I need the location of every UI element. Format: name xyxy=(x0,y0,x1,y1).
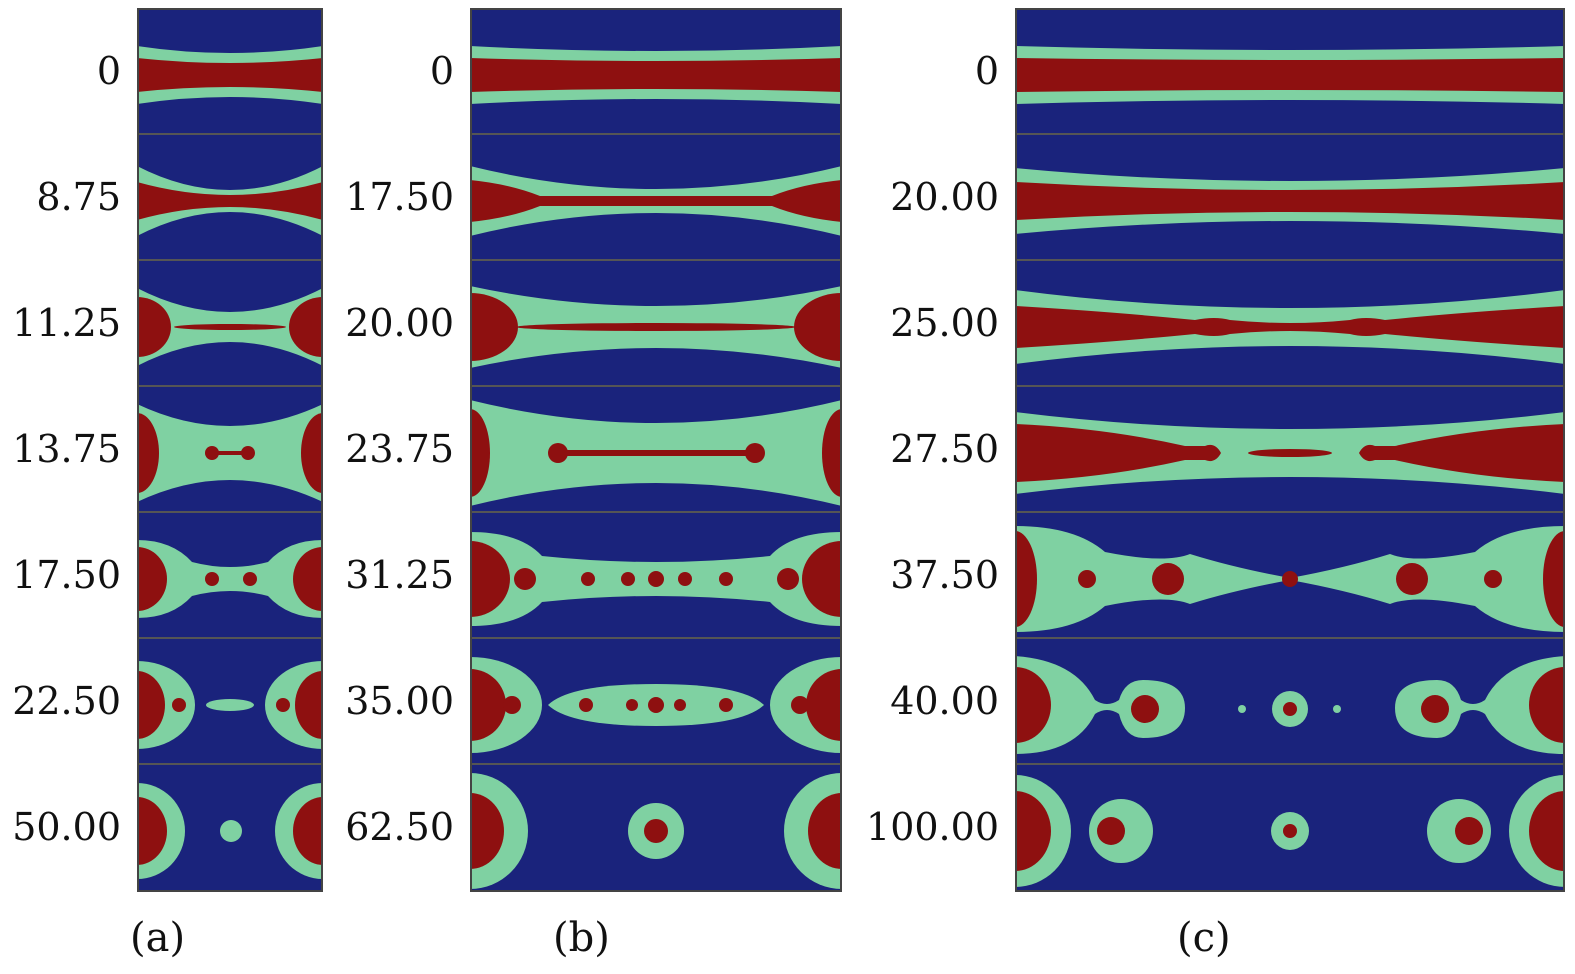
frame-a-2 xyxy=(137,288,323,366)
time-label-b-3: 23.75 xyxy=(345,427,454,471)
time-label-a-3: 13.75 xyxy=(12,427,121,471)
time-label-a-2: 11.25 xyxy=(12,301,121,345)
frame-b-0 xyxy=(470,46,842,104)
frame-a-0 xyxy=(137,46,323,104)
panel-c xyxy=(1015,8,1565,892)
frame-c-2 xyxy=(1015,290,1565,364)
frame-c-0 xyxy=(1015,46,1565,104)
panel-label-c: (c) xyxy=(1177,915,1231,961)
panel-a xyxy=(137,8,323,892)
frame-c-6 xyxy=(1015,775,1565,887)
frame-b-2 xyxy=(470,286,842,368)
frame-b-4 xyxy=(470,532,842,626)
time-label-a-1: 8.75 xyxy=(36,175,121,219)
frame-b-3 xyxy=(470,400,842,506)
panel-b-plot xyxy=(470,8,842,892)
frame-a-5 xyxy=(137,661,323,749)
frame-b-1 xyxy=(470,166,842,236)
time-label-c-3: 27.50 xyxy=(890,427,999,471)
time-label-b-5: 35.00 xyxy=(345,679,454,723)
time-label-a-4: 17.50 xyxy=(12,553,121,597)
frame-b-6 xyxy=(470,773,842,889)
frame-a-3 xyxy=(137,404,323,502)
frame-a-1 xyxy=(137,166,323,236)
time-label-c-4: 37.50 xyxy=(890,553,999,597)
panel-label-a: (a) xyxy=(130,915,186,961)
time-label-c-1: 20.00 xyxy=(890,175,999,219)
time-label-c-6: 100.00 xyxy=(866,805,999,849)
time-label-b-4: 31.25 xyxy=(345,553,454,597)
frame-c-1 xyxy=(1015,168,1565,234)
frame-b-5 xyxy=(470,657,842,753)
time-label-a-0: 0 xyxy=(96,49,121,93)
time-label-a-5: 22.50 xyxy=(12,679,121,723)
time-label-c-5: 40.00 xyxy=(890,679,999,723)
frame-c-4 xyxy=(1015,526,1565,632)
time-label-b-2: 20.00 xyxy=(345,301,454,345)
frame-c-3 xyxy=(1015,412,1565,494)
panel-a-plot xyxy=(137,8,323,892)
time-label-a-6: 50.00 xyxy=(12,805,121,849)
panel-b xyxy=(470,8,842,892)
frame-a-4 xyxy=(137,540,323,618)
time-label-c-0: 0 xyxy=(974,49,999,93)
time-label-b-0: 0 xyxy=(429,49,454,93)
time-label-c-2: 25.00 xyxy=(890,301,999,345)
panel-c-plot xyxy=(1015,8,1565,892)
panel-label-b: (b) xyxy=(553,915,610,961)
frame-a-6 xyxy=(137,783,323,879)
time-label-b-1: 17.50 xyxy=(345,175,454,219)
frame-c-5 xyxy=(1015,656,1565,754)
time-label-b-6: 62.50 xyxy=(345,805,454,849)
